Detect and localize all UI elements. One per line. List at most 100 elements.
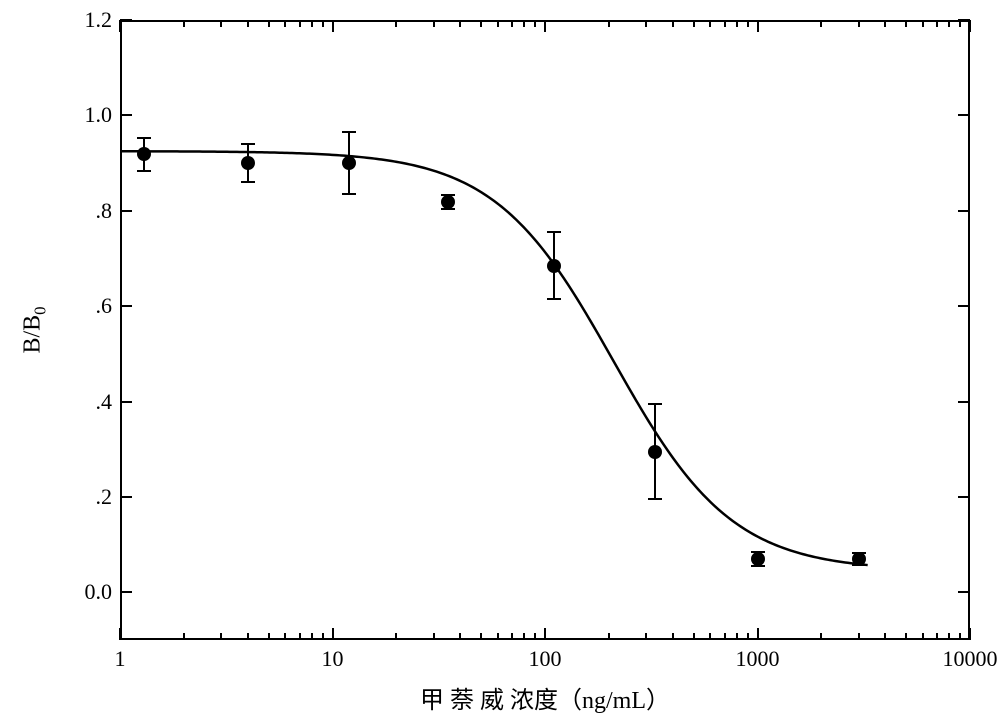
x-minor-tick: [268, 20, 270, 27]
y-tick: [958, 114, 970, 116]
x-minor-tick: [709, 633, 711, 640]
x-minor-tick: [884, 633, 886, 640]
x-minor-tick: [395, 20, 397, 27]
x-minor-tick: [322, 20, 324, 27]
x-minor-tick: [311, 633, 313, 640]
x-minor-tick: [511, 633, 513, 640]
x-minor-tick: [284, 633, 286, 640]
x-minor-tick: [247, 20, 249, 27]
y-tick-label: .6: [70, 293, 112, 319]
data-point: [751, 552, 765, 566]
x-tick: [332, 628, 334, 640]
y-tick-label: 0.0: [70, 579, 112, 605]
x-minor-tick: [724, 20, 726, 27]
x-minor-tick: [523, 633, 525, 640]
y-tick: [958, 401, 970, 403]
x-minor-tick: [220, 633, 222, 640]
x-tick-label: 1: [115, 646, 126, 672]
y-tick: [958, 496, 970, 498]
x-minor-tick: [905, 633, 907, 640]
x-minor-tick: [534, 633, 536, 640]
x-minor-tick: [534, 20, 536, 27]
x-tick: [119, 628, 121, 640]
y-axis-label: B/B0: [20, 306, 51, 353]
x-tick: [544, 20, 546, 32]
plot-area: [120, 20, 970, 640]
data-point: [441, 195, 455, 209]
x-minor-tick: [220, 20, 222, 27]
x-minor-tick: [884, 20, 886, 27]
x-axis-label: 甲 萘 威 浓度（ng/mL）: [420, 680, 670, 715]
y-tick-label: .8: [70, 198, 112, 224]
x-tick-label: 10: [322, 646, 344, 672]
y-tick: [958, 210, 970, 212]
x-minor-tick: [608, 633, 610, 640]
x-minor-tick: [709, 20, 711, 27]
x-minor-tick: [905, 20, 907, 27]
x-minor-tick: [480, 633, 482, 640]
x-minor-tick: [459, 20, 461, 27]
x-minor-tick: [645, 633, 647, 640]
data-point: [342, 156, 356, 170]
x-minor-tick: [747, 633, 749, 640]
data-point: [137, 147, 151, 161]
x-minor-tick: [511, 20, 513, 27]
x-minor-tick: [284, 20, 286, 27]
x-minor-tick: [183, 20, 185, 27]
x-tick-label: 100: [529, 646, 562, 672]
y-tick: [120, 19, 132, 21]
x-minor-tick: [672, 20, 674, 27]
x-tick: [969, 20, 971, 32]
error-cap: [342, 193, 356, 195]
x-minor-tick: [922, 633, 924, 640]
x-minor-tick: [247, 633, 249, 640]
x-tick: [969, 628, 971, 640]
data-point: [852, 552, 866, 566]
x-tick: [757, 20, 759, 32]
x-minor-tick: [497, 20, 499, 27]
x-minor-tick: [480, 20, 482, 27]
x-minor-tick: [183, 633, 185, 640]
error-cap: [137, 170, 151, 172]
x-minor-tick: [268, 633, 270, 640]
y-tick: [958, 305, 970, 307]
data-point: [547, 259, 561, 273]
x-minor-tick: [948, 633, 950, 640]
x-tick: [544, 628, 546, 640]
error-cap: [648, 403, 662, 405]
x-minor-tick: [959, 20, 961, 27]
x-minor-tick: [693, 20, 695, 27]
error-cap: [241, 143, 255, 145]
y-tick: [120, 305, 132, 307]
y-tick: [120, 591, 132, 593]
x-minor-tick: [747, 20, 749, 27]
x-minor-tick: [736, 20, 738, 27]
x-minor-tick: [645, 20, 647, 27]
y-tick: [120, 210, 132, 212]
error-cap: [547, 231, 561, 233]
y-tick: [958, 591, 970, 593]
y-tick-label: .2: [70, 484, 112, 510]
x-minor-tick: [936, 20, 938, 27]
error-cap: [137, 137, 151, 139]
x-minor-tick: [858, 20, 860, 27]
x-minor-tick: [497, 633, 499, 640]
x-minor-tick: [395, 633, 397, 640]
x-minor-tick: [322, 633, 324, 640]
y-tick-label: 1.2: [70, 7, 112, 33]
x-minor-tick: [459, 633, 461, 640]
x-tick: [757, 628, 759, 640]
error-cap: [241, 181, 255, 183]
x-minor-tick: [433, 633, 435, 640]
x-minor-tick: [736, 633, 738, 640]
x-minor-tick: [948, 20, 950, 27]
x-minor-tick: [922, 20, 924, 27]
x-tick-label: 10000: [943, 646, 998, 672]
data-point: [241, 156, 255, 170]
data-point: [648, 445, 662, 459]
x-minor-tick: [523, 20, 525, 27]
y-tick: [120, 496, 132, 498]
x-tick: [332, 20, 334, 32]
error-cap: [648, 498, 662, 500]
y-tick-label: .4: [70, 389, 112, 415]
